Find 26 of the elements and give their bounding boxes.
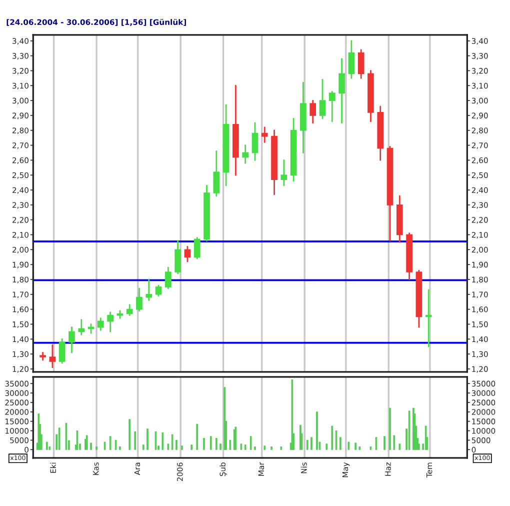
candlestick xyxy=(338,58,345,124)
candlestick xyxy=(146,278,152,302)
candlestick xyxy=(78,319,85,336)
candlestick xyxy=(328,90,336,122)
candlestick xyxy=(68,326,75,354)
candlestick xyxy=(49,344,56,368)
candlestick xyxy=(184,246,191,262)
candlestick xyxy=(174,240,181,274)
candlestick xyxy=(261,126,268,143)
candlestick xyxy=(348,40,355,79)
candlestick xyxy=(58,338,66,364)
candlestick xyxy=(358,49,364,79)
candlestick xyxy=(213,150,220,197)
candlestick xyxy=(107,312,114,332)
candlestick xyxy=(242,144,249,164)
candlestick xyxy=(280,159,288,186)
candlestick xyxy=(319,78,326,120)
candlestick xyxy=(252,122,258,161)
candlestick xyxy=(136,288,142,312)
candlestick xyxy=(310,100,316,124)
candlestick xyxy=(194,237,200,260)
candlestick xyxy=(155,284,162,297)
candlestick xyxy=(165,266,172,290)
candlestick xyxy=(425,289,432,348)
candlestick xyxy=(126,304,133,316)
candlestick xyxy=(97,318,104,331)
